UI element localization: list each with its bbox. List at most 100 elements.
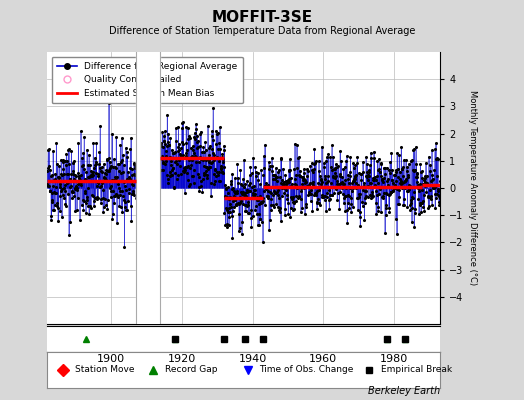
Point — [197, 156, 205, 162]
Point — [302, 201, 310, 208]
Point — [191, 154, 200, 160]
Point — [126, 203, 135, 210]
Point — [130, 171, 138, 177]
Point — [166, 173, 174, 180]
Point — [426, 162, 434, 168]
Point — [396, 175, 405, 182]
Point — [191, 153, 199, 159]
Point — [383, 204, 391, 211]
Point — [347, 184, 356, 190]
Point — [249, 154, 257, 161]
Point — [87, 172, 95, 178]
Point — [313, 198, 321, 205]
Point — [357, 176, 366, 183]
Point — [363, 168, 372, 175]
Point — [206, 192, 215, 199]
Point — [394, 174, 402, 180]
Point — [279, 181, 288, 187]
Point — [101, 196, 109, 202]
Point — [432, 195, 440, 202]
Point — [64, 146, 73, 152]
Point — [233, 160, 242, 167]
Point — [173, 161, 181, 167]
Point — [431, 204, 439, 211]
Point — [281, 206, 289, 212]
Point — [315, 200, 323, 206]
Point — [394, 165, 402, 172]
Y-axis label: Monthly Temperature Anomaly Difference (°C): Monthly Temperature Anomaly Difference (… — [468, 90, 477, 286]
Point — [344, 180, 353, 186]
Point — [130, 192, 138, 198]
Point — [63, 191, 72, 198]
Point — [334, 183, 342, 189]
Point — [361, 200, 369, 206]
Point — [168, 146, 176, 153]
Point — [166, 135, 174, 141]
Point — [185, 133, 193, 139]
Point — [196, 154, 204, 160]
Point — [166, 169, 174, 175]
Point — [198, 189, 206, 195]
Point — [91, 158, 100, 165]
Point — [190, 134, 198, 140]
Point — [310, 192, 318, 198]
Point — [397, 184, 406, 191]
Point — [63, 158, 71, 164]
Point — [126, 176, 134, 182]
Point — [89, 140, 97, 146]
Point — [81, 210, 90, 216]
Point — [278, 177, 287, 183]
Point — [332, 181, 341, 188]
Point — [330, 189, 338, 196]
Point — [238, 182, 246, 188]
Point — [355, 214, 364, 221]
Point — [182, 124, 190, 131]
Point — [248, 195, 256, 202]
Point — [83, 146, 91, 153]
Point — [407, 200, 416, 206]
Point — [60, 184, 68, 191]
Point — [219, 159, 227, 165]
Point — [312, 190, 321, 197]
Point — [130, 160, 139, 166]
Point — [389, 188, 397, 194]
Point — [398, 166, 406, 173]
Point — [265, 166, 274, 172]
Point — [266, 217, 274, 224]
Point — [193, 171, 202, 177]
Point — [381, 230, 389, 236]
Point — [193, 144, 201, 151]
Point — [330, 174, 338, 180]
Point — [72, 173, 80, 179]
Point — [246, 172, 254, 178]
Point — [93, 183, 101, 190]
Point — [288, 180, 296, 187]
Point — [301, 180, 310, 186]
Point — [231, 190, 239, 196]
Point — [344, 172, 353, 178]
Point — [104, 168, 113, 174]
Point — [44, 183, 52, 189]
Point — [229, 198, 237, 204]
Point — [270, 187, 279, 194]
Point — [75, 180, 83, 186]
Text: Empirical Break: Empirical Break — [381, 366, 452, 374]
Point — [358, 159, 367, 165]
Point — [208, 159, 216, 165]
Point — [310, 160, 319, 167]
Point — [181, 164, 189, 170]
Point — [309, 169, 317, 175]
Point — [85, 211, 93, 217]
Point — [432, 155, 441, 162]
Point — [101, 170, 109, 176]
Point — [418, 200, 426, 206]
Point — [99, 195, 107, 202]
Point — [365, 169, 373, 175]
Point — [75, 217, 84, 224]
Point — [229, 185, 237, 191]
Point — [223, 224, 231, 230]
Point — [96, 200, 105, 206]
Point — [105, 155, 114, 161]
Point — [57, 187, 65, 194]
Point — [66, 218, 74, 225]
